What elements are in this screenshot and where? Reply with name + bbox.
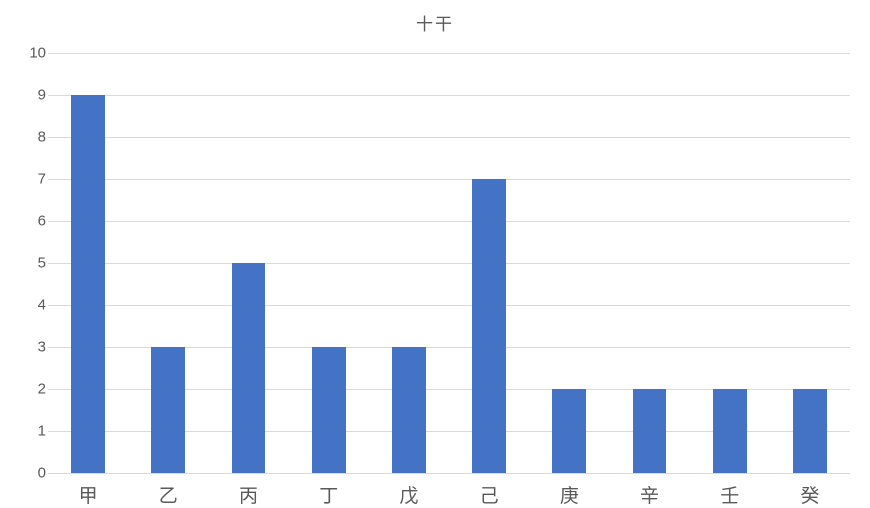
y-tick-label: 9 [10,87,46,104]
x-axis: 甲乙丙丁戊己庚辛壬癸 [48,481,850,508]
bar [793,389,827,473]
bar [472,179,506,473]
x-tick-label: 庚 [529,481,609,508]
bar [151,347,185,473]
x-tick-label: 壬 [690,481,770,508]
gridline [48,473,850,474]
bar-slot [208,53,288,473]
bar [552,389,586,473]
x-tick-label: 己 [449,481,529,508]
x-tick-label: 戊 [369,481,449,508]
x-tick-label: 丁 [289,481,369,508]
y-axis: 012345678910 [10,53,46,473]
bar-slot [529,53,609,473]
plot-area: 012345678910 甲乙丙丁戊己庚辛壬癸 [48,53,850,473]
y-tick-label: 3 [10,339,46,356]
bar [232,263,266,473]
bar [312,347,346,473]
y-tick-label: 7 [10,171,46,188]
bar-slot [48,53,128,473]
y-tick-label: 10 [10,45,46,62]
bar-slot [609,53,689,473]
y-tick-label: 8 [10,129,46,146]
bar [392,347,426,473]
x-tick-label: 甲 [48,481,128,508]
y-tick-label: 2 [10,381,46,398]
bar [633,389,667,473]
bar-slot [128,53,208,473]
x-tick-label: 癸 [770,481,850,508]
bar [713,389,747,473]
x-tick-label: 丙 [208,481,288,508]
bars-layer [48,53,850,473]
y-tick-label: 5 [10,255,46,272]
bar-slot [449,53,529,473]
x-tick-label: 乙 [128,481,208,508]
y-tick-label: 1 [10,423,46,440]
bar-slot [369,53,449,473]
bar-slot [289,53,369,473]
bar-slot [770,53,850,473]
y-tick-label: 6 [10,213,46,230]
x-tick-label: 辛 [609,481,689,508]
y-tick-label: 4 [10,297,46,314]
bar [71,95,105,473]
bar-slot [690,53,770,473]
y-tick-label: 0 [10,465,46,482]
chart-container: 十干 012345678910 甲乙丙丁戊己庚辛壬癸 [0,0,870,507]
chart-title: 十干 [0,10,870,35]
